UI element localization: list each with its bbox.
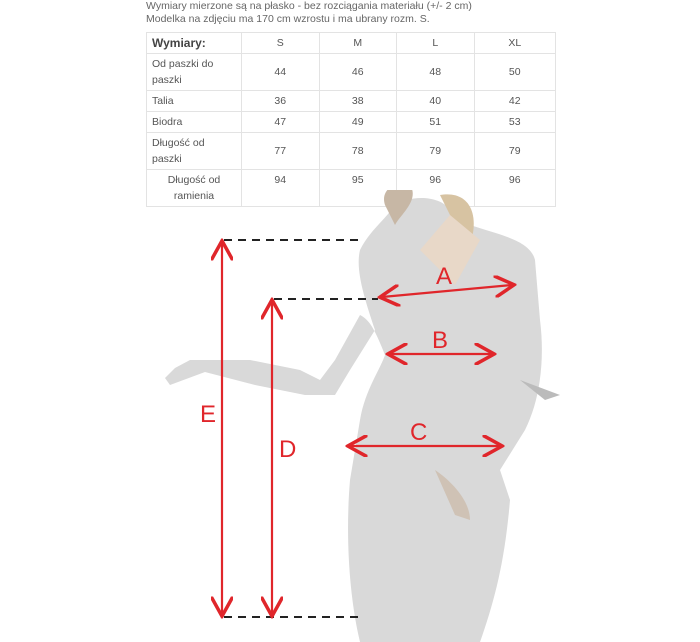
cell: 79 — [396, 132, 475, 170]
cell: 51 — [396, 111, 475, 133]
cell: 77 — [241, 132, 320, 170]
label-e: E — [200, 401, 216, 428]
table-row: Długość od paszki 77 78 79 79 — [146, 132, 556, 170]
header-cell: XL — [473, 32, 556, 54]
table-row: Biodra 47 49 51 53 — [146, 111, 556, 133]
label-c: C — [410, 419, 427, 446]
cell: 38 — [318, 90, 397, 112]
header-cell: Wymiary: — [146, 32, 242, 54]
label-b: B — [432, 327, 448, 354]
cell: 46 — [318, 53, 397, 91]
cell: 47 — [241, 111, 320, 133]
row-label: Talia — [146, 90, 242, 112]
row-label: Od paszki do paszki — [146, 53, 242, 91]
label-a: A — [436, 263, 452, 290]
size-table: Wymiary: S M L XL Od paszki do paszki 44 4… — [146, 32, 556, 207]
row-label: Biodra — [146, 111, 242, 133]
row-label: Długość od ramienia — [146, 169, 242, 207]
cell: 36 — [241, 90, 320, 112]
cell: 96 — [473, 169, 556, 207]
cell: 48 — [396, 53, 475, 91]
cell: 53 — [473, 111, 556, 133]
cell: 78 — [318, 132, 397, 170]
dress-measurement-figure: A B C D E — [165, 190, 560, 642]
table-row: Talia 36 38 40 42 — [146, 90, 556, 112]
label-d: D — [279, 436, 296, 463]
guide-lines — [224, 239, 378, 618]
table-row: Od paszki do paszki 44 46 48 50 — [146, 53, 556, 91]
measure-a-line — [382, 285, 512, 297]
cell: 42 — [473, 90, 556, 112]
model-silhouette — [165, 190, 560, 642]
cell: 44 — [241, 53, 320, 91]
cell: 94 — [241, 169, 320, 207]
cell: 49 — [318, 111, 397, 133]
table-header: Wymiary: S M L XL — [146, 32, 556, 54]
header-cell: L — [396, 32, 475, 54]
row-label: Długość od paszki — [146, 132, 242, 170]
note-measurement: Wymiary mierzone są na płasko - bez rozc… — [146, 0, 472, 12]
note-model: Modelka na zdjęciu ma 170 cm wzrostu i m… — [146, 13, 430, 25]
cell: 79 — [473, 132, 556, 170]
cell: 50 — [473, 53, 556, 91]
header-cell: S — [241, 32, 320, 54]
header-cell: M — [318, 32, 397, 54]
table-row: Długość od ramienia 94 95 96 96 — [146, 169, 556, 207]
cell: 40 — [396, 90, 475, 112]
